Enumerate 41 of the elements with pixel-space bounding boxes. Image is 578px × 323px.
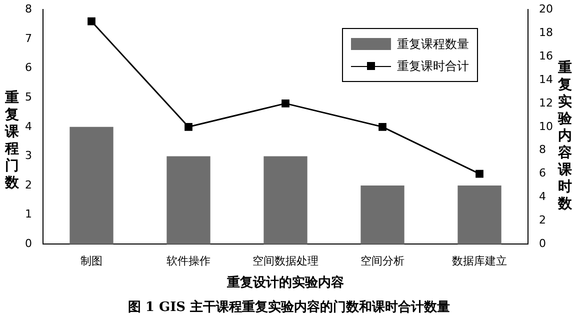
point — [378, 122, 386, 131]
y2-tick-label: 12 — [539, 96, 554, 110]
x-tick-label: 空间分析 — [360, 254, 404, 268]
text: 重复实验内容课时数 — [558, 60, 572, 212]
y-tick-label: 7 — [25, 32, 32, 45]
y2-tick-label: 6 — [539, 166, 546, 180]
legend-label: 重复课时合计 — [397, 58, 469, 74]
y-tick-label: 6 — [25, 61, 32, 74]
x-tick-label: 软件操作 — [166, 254, 210, 268]
bar — [458, 186, 502, 244]
point — [476, 170, 484, 178]
y-tick-label: 2 — [25, 178, 32, 192]
y-tick-label: 4 — [25, 120, 32, 133]
bar — [360, 186, 404, 244]
bar — [70, 126, 114, 244]
y-tick-label: 3 — [25, 149, 32, 162]
y2-tick-label: 20 — [539, 2, 554, 16]
y2-tick-label: 2 — [539, 214, 546, 227]
bar — [166, 156, 210, 244]
y2-tick-label: 8 — [539, 143, 546, 156]
y-tick-label: 5 — [25, 90, 32, 104]
y-tick-label: 0 — [25, 237, 32, 250]
y2-tick-label: 0 — [539, 237, 546, 250]
y2-tick-label: 10 — [539, 120, 554, 133]
point — [88, 17, 96, 26]
point — [184, 122, 192, 131]
y2-tick-label: 4 — [539, 190, 546, 204]
x-tick-label: 制图 — [80, 254, 102, 268]
legend-label: 重复课程数量 — [397, 36, 469, 52]
y2-tick-label: 14 — [539, 72, 554, 86]
y-tick-label: 8 — [25, 2, 32, 16]
x-tick-label: 数据库建立 — [452, 254, 508, 268]
x-tick-label: 空间数据处理 — [252, 254, 318, 268]
y-tick-label: 1 — [25, 208, 32, 221]
bar — [264, 156, 308, 244]
y-axis-title: 重复课程门数 — [5, 90, 20, 192]
y2-tick-label: 18 — [539, 26, 554, 39]
caption: 图 1 GIS 主干课程重复实验内容的门数和课时合计数量 — [126, 298, 452, 316]
x-axis-title: 重复设计的实验内容 — [226, 274, 344, 291]
y2-tick-label: 16 — [539, 49, 554, 62]
point — [282, 100, 290, 108]
